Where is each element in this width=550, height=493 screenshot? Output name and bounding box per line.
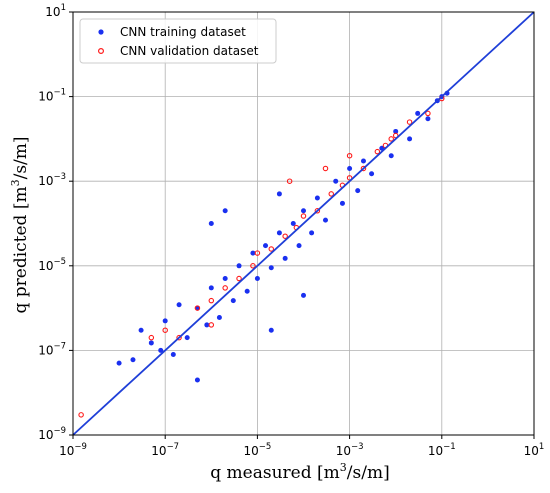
training-point-1 bbox=[130, 357, 136, 363]
validation-point-20 bbox=[388, 136, 394, 142]
validation-point-6 bbox=[222, 285, 228, 291]
validation-point-22 bbox=[406, 119, 413, 125]
training-point-30 bbox=[339, 200, 345, 206]
training-point-24 bbox=[296, 243, 302, 249]
training-point-37 bbox=[393, 128, 399, 134]
training-point-49 bbox=[301, 292, 306, 298]
validation-point-25 bbox=[322, 165, 329, 172]
training-point-38 bbox=[407, 136, 413, 142]
training-point-32 bbox=[355, 188, 361, 194]
validation-point-27 bbox=[286, 178, 293, 184]
training-point-33 bbox=[360, 158, 366, 164]
x-tick-label-2: 10−5 bbox=[243, 442, 271, 458]
training-point-14 bbox=[230, 298, 236, 304]
validation-point-14 bbox=[314, 208, 321, 214]
training-point-44 bbox=[222, 208, 228, 214]
training-point-5 bbox=[162, 318, 168, 324]
reference-line-group bbox=[72, 11, 535, 436]
validation-point-13 bbox=[300, 213, 307, 219]
training-point-10 bbox=[204, 322, 210, 328]
training-point-17 bbox=[250, 250, 256, 256]
y-axis-ticks: 10−9 10−7 10−5 10−3 10−1 101 bbox=[38, 3, 73, 442]
validation-point-0 bbox=[78, 412, 84, 418]
training-point-3 bbox=[148, 340, 154, 346]
y-tick-label-5: 101 bbox=[45, 3, 66, 19]
training-point-46 bbox=[276, 191, 282, 197]
training-point-48 bbox=[268, 327, 274, 333]
training-point-26 bbox=[309, 230, 315, 236]
validation-point-15 bbox=[328, 191, 335, 197]
training-point-21 bbox=[276, 230, 282, 236]
validation-point-5 bbox=[208, 297, 215, 304]
x-tick-label-5: 101 bbox=[524, 442, 545, 458]
validation-point-1 bbox=[148, 334, 155, 341]
training-point-0 bbox=[116, 360, 122, 366]
reference-line bbox=[72, 11, 535, 436]
x-axis-ticks: 10−9 10−7 10−5 10−3 10−1 101 bbox=[59, 435, 544, 458]
training-point-47 bbox=[194, 377, 200, 383]
y-tick-label-4: 10−1 bbox=[38, 88, 66, 104]
training-point-23 bbox=[290, 221, 296, 226]
validation-point-9 bbox=[254, 250, 261, 256]
y-tick-label-1: 10−7 bbox=[38, 341, 66, 357]
x-tick-label-4: 10−1 bbox=[428, 442, 456, 458]
y-tick-label-0: 10−9 bbox=[38, 426, 66, 442]
legend: CNN training dataset CNN validation data… bbox=[79, 18, 277, 64]
y-axis-label: q predicted [m3/s/m] bbox=[9, 136, 31, 313]
validation-point-8 bbox=[250, 263, 256, 269]
training-point-12 bbox=[216, 314, 222, 320]
training-point-19 bbox=[263, 243, 269, 249]
validation-point-18 bbox=[360, 165, 367, 172]
training-point-2 bbox=[138, 327, 144, 333]
training-point-15 bbox=[236, 263, 242, 269]
x-tick-label-3: 10−3 bbox=[336, 442, 364, 458]
training-point-18 bbox=[254, 276, 260, 282]
legend-label-validation: CNN validation dataset bbox=[120, 44, 259, 58]
validation-point-3 bbox=[176, 334, 182, 341]
validation-point-7 bbox=[236, 275, 242, 282]
training-point-34 bbox=[369, 171, 375, 177]
training-point-6 bbox=[170, 351, 176, 357]
x-axis-label: q measured [m3/s/m] bbox=[210, 461, 389, 483]
training-point-16 bbox=[244, 288, 250, 294]
training-point-28 bbox=[322, 217, 328, 223]
training-point-39 bbox=[415, 110, 421, 116]
validation-point-11 bbox=[282, 233, 288, 239]
validation-point-4 bbox=[194, 305, 201, 311]
training-point-20 bbox=[268, 265, 274, 271]
plot-frame bbox=[72, 11, 535, 436]
training-point-45 bbox=[208, 221, 214, 226]
validation-point-19 bbox=[374, 148, 381, 155]
training-point-7 bbox=[176, 302, 182, 308]
x-tick-label-0: 10−9 bbox=[59, 442, 87, 458]
validation-point-29 bbox=[208, 322, 215, 328]
training-point-25 bbox=[301, 208, 306, 214]
training-point-40 bbox=[425, 116, 431, 122]
validation-point-2 bbox=[162, 327, 168, 333]
training-point-13 bbox=[222, 276, 228, 282]
training-point-31 bbox=[347, 165, 353, 171]
training-point-27 bbox=[314, 195, 320, 201]
x-tick-label-1: 10−7 bbox=[151, 442, 179, 458]
legend-label-training: CNN training dataset bbox=[120, 25, 246, 39]
legend-box bbox=[79, 18, 277, 64]
validation-point-10 bbox=[268, 246, 275, 252]
training-point-29 bbox=[333, 178, 339, 184]
validation-point-23 bbox=[425, 110, 431, 117]
legend-marker-training bbox=[98, 29, 104, 35]
training-point-4 bbox=[158, 347, 164, 353]
training-point-22 bbox=[282, 255, 288, 261]
legend-marker-validation bbox=[97, 47, 104, 54]
training-point-8 bbox=[184, 335, 190, 341]
validation-point-26 bbox=[346, 152, 353, 159]
training-point-11 bbox=[208, 285, 214, 291]
training-point-36 bbox=[388, 153, 394, 159]
y-tick-label-2: 10−5 bbox=[38, 257, 66, 273]
y-tick-label-3: 10−3 bbox=[38, 172, 66, 188]
